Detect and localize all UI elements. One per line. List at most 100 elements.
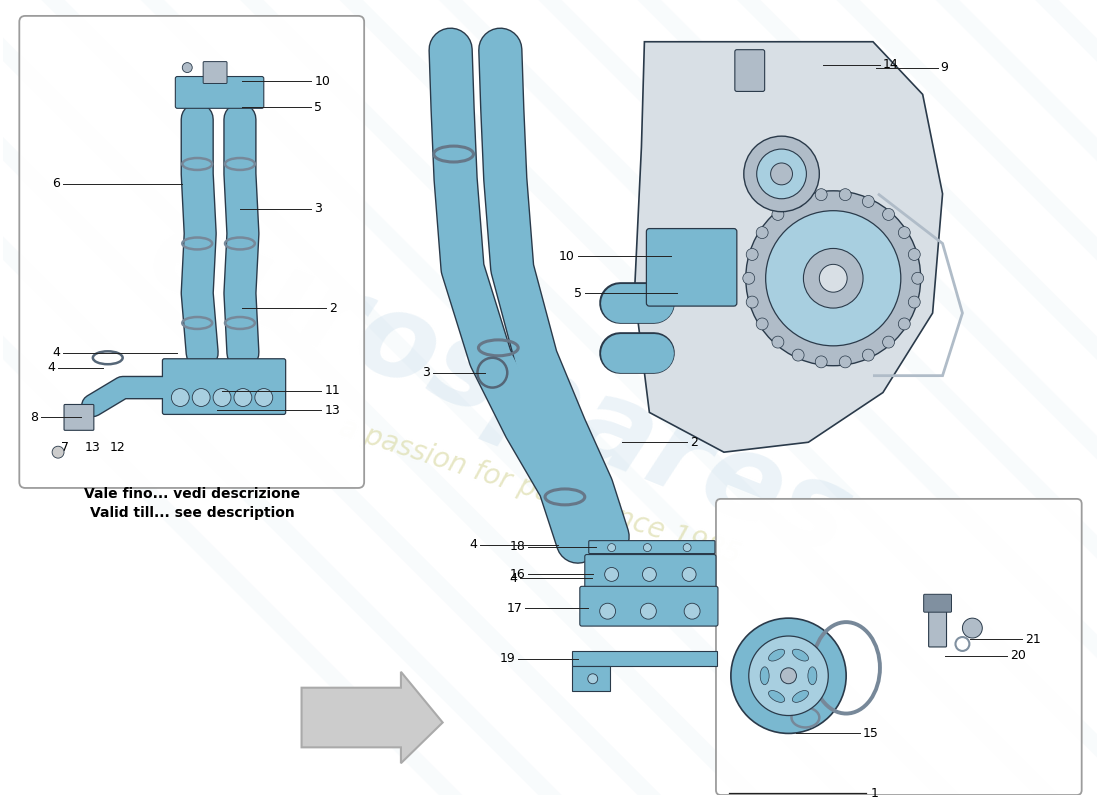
Circle shape: [756, 226, 768, 238]
Ellipse shape: [769, 690, 784, 702]
Circle shape: [683, 544, 691, 551]
FancyBboxPatch shape: [716, 499, 1081, 795]
FancyBboxPatch shape: [588, 541, 715, 554]
Text: 18: 18: [509, 540, 525, 553]
FancyBboxPatch shape: [175, 77, 264, 108]
Circle shape: [172, 389, 189, 406]
Text: 10: 10: [315, 75, 330, 88]
Polygon shape: [572, 666, 609, 690]
FancyBboxPatch shape: [928, 598, 946, 647]
Text: 4: 4: [470, 538, 477, 551]
Circle shape: [882, 209, 894, 220]
Circle shape: [183, 62, 192, 73]
Circle shape: [862, 195, 874, 207]
Ellipse shape: [792, 690, 808, 702]
Ellipse shape: [769, 650, 784, 661]
Text: 10: 10: [559, 250, 575, 263]
FancyBboxPatch shape: [585, 554, 716, 588]
Text: 14: 14: [883, 58, 899, 71]
Circle shape: [899, 318, 911, 330]
FancyBboxPatch shape: [647, 229, 737, 306]
Text: 2: 2: [690, 436, 698, 449]
Circle shape: [744, 136, 820, 212]
FancyBboxPatch shape: [924, 594, 952, 612]
Ellipse shape: [760, 667, 769, 685]
Text: 15: 15: [864, 727, 879, 740]
Circle shape: [772, 209, 784, 220]
Text: 12: 12: [110, 441, 125, 454]
Circle shape: [756, 318, 768, 330]
Circle shape: [746, 191, 921, 366]
Circle shape: [803, 249, 864, 308]
FancyBboxPatch shape: [580, 586, 718, 626]
Text: 1: 1: [871, 786, 879, 799]
Text: 20: 20: [1010, 650, 1026, 662]
Circle shape: [234, 389, 252, 406]
Circle shape: [772, 336, 784, 348]
Circle shape: [600, 603, 616, 619]
FancyBboxPatch shape: [163, 358, 286, 414]
Text: 11: 11: [324, 384, 340, 397]
Circle shape: [962, 618, 982, 638]
Text: 16: 16: [509, 568, 525, 581]
Circle shape: [684, 603, 700, 619]
Polygon shape: [301, 672, 442, 763]
Circle shape: [771, 163, 792, 185]
Text: 2: 2: [329, 302, 338, 314]
Circle shape: [792, 195, 804, 207]
Text: 4: 4: [47, 362, 55, 374]
Circle shape: [815, 189, 827, 201]
Ellipse shape: [792, 650, 808, 661]
Circle shape: [839, 356, 851, 368]
Circle shape: [52, 446, 64, 458]
Circle shape: [682, 567, 696, 582]
Text: 7: 7: [60, 441, 69, 454]
Text: 9: 9: [940, 61, 948, 74]
Polygon shape: [572, 651, 717, 666]
Circle shape: [255, 389, 273, 406]
Text: 3: 3: [422, 366, 430, 379]
Circle shape: [792, 349, 804, 361]
Text: 21: 21: [1025, 633, 1041, 646]
FancyBboxPatch shape: [204, 62, 227, 83]
Text: 13: 13: [85, 441, 101, 454]
FancyBboxPatch shape: [20, 16, 364, 488]
Circle shape: [640, 603, 657, 619]
Circle shape: [746, 296, 758, 308]
Text: 4: 4: [509, 572, 517, 585]
Text: 17: 17: [506, 602, 522, 614]
Polygon shape: [635, 42, 943, 452]
Circle shape: [587, 674, 597, 684]
Circle shape: [899, 226, 911, 238]
Circle shape: [730, 618, 846, 734]
Circle shape: [642, 567, 657, 582]
Text: 5: 5: [574, 286, 582, 300]
Text: 3: 3: [315, 202, 322, 215]
Circle shape: [213, 389, 231, 406]
Circle shape: [862, 349, 874, 361]
Text: Valid till... see description: Valid till... see description: [90, 506, 295, 520]
Circle shape: [766, 210, 901, 346]
Text: eurospares: eurospares: [133, 194, 868, 581]
Circle shape: [909, 249, 921, 261]
Text: 6: 6: [52, 178, 60, 190]
Circle shape: [605, 567, 618, 582]
Text: Vale fino... vedi descrizione: Vale fino... vedi descrizione: [85, 487, 300, 501]
Circle shape: [757, 149, 806, 198]
Circle shape: [781, 668, 796, 684]
Text: 13: 13: [324, 404, 340, 417]
Text: 4: 4: [52, 346, 60, 359]
Circle shape: [909, 296, 921, 308]
Text: 5: 5: [315, 101, 322, 114]
Text: 8: 8: [30, 411, 38, 424]
Circle shape: [839, 189, 851, 201]
Circle shape: [192, 389, 210, 406]
Text: a passion for parts since 1985: a passion for parts since 1985: [337, 414, 744, 570]
Circle shape: [815, 356, 827, 368]
Circle shape: [749, 636, 828, 715]
Circle shape: [912, 272, 924, 284]
FancyBboxPatch shape: [64, 405, 94, 430]
Circle shape: [607, 544, 616, 551]
Circle shape: [746, 249, 758, 261]
Circle shape: [742, 272, 755, 284]
